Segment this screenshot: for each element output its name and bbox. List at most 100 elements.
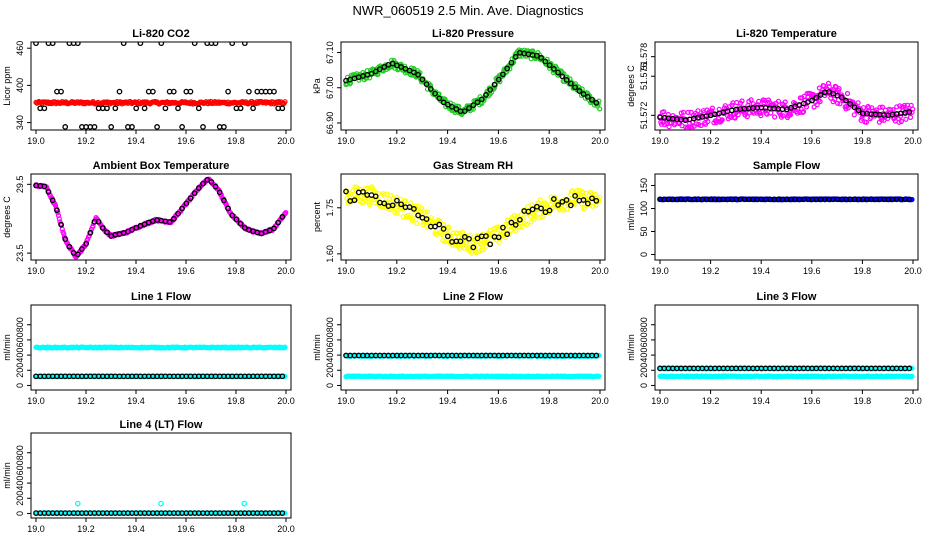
y-tick-label: 600 xyxy=(15,460,25,475)
panel-3: Li-820 Temperature degrees C51.572 51.5765… xyxy=(626,28,922,146)
data-point xyxy=(831,96,838,103)
data-point xyxy=(550,66,557,72)
data-point xyxy=(596,373,602,379)
series-2-5-min-ave xyxy=(657,196,913,203)
data-point xyxy=(381,64,388,70)
data-point xyxy=(372,68,379,75)
data-point xyxy=(771,114,778,120)
data-point xyxy=(424,209,431,215)
x-tick-label: 19.8 xyxy=(854,136,872,146)
y-axis-label: degrees C xyxy=(626,65,636,107)
y-tick-label: 51.572 xyxy=(639,102,649,130)
data-point xyxy=(440,99,447,106)
data-point xyxy=(859,115,865,121)
x-tick-label: 19.4 xyxy=(127,266,145,276)
x-tick-label: 20.0 xyxy=(277,136,295,146)
data-point xyxy=(495,234,502,241)
data-point xyxy=(500,71,506,78)
data-points xyxy=(343,47,603,118)
data-point xyxy=(87,229,94,236)
data-point xyxy=(597,194,603,200)
data-point xyxy=(394,197,400,204)
y-tick-label: 400 xyxy=(325,348,335,363)
data-point xyxy=(271,88,277,95)
y-tick-label: 200 xyxy=(15,363,25,378)
data-point xyxy=(525,208,532,215)
data-point xyxy=(550,205,556,211)
y-tick-label: 340 xyxy=(15,115,25,130)
data-point xyxy=(66,243,73,250)
data-point xyxy=(709,105,716,111)
data-point xyxy=(237,105,244,112)
x-tick-label: 19.2 xyxy=(388,396,406,406)
figure-title: NWR_060519 2.5 Min. Ave. Diagnostics xyxy=(353,3,584,18)
y-tick-label: 1.60 xyxy=(325,245,335,263)
data-point xyxy=(561,207,567,213)
plot-frame xyxy=(30,432,292,519)
data-point xyxy=(208,179,215,185)
data-point xyxy=(200,124,206,130)
data-point xyxy=(495,76,502,83)
data-point xyxy=(909,196,915,203)
x-tick-label: 20.0 xyxy=(277,396,295,406)
data-point xyxy=(398,201,404,208)
y-tick-label: 0 xyxy=(15,383,25,388)
data-point xyxy=(909,109,915,116)
x-tick-label: 19.6 xyxy=(177,136,195,146)
data-point xyxy=(99,225,106,231)
data-point xyxy=(567,202,574,209)
data-point xyxy=(564,206,570,212)
data-point xyxy=(837,101,843,107)
x-tick-label: 19.0 xyxy=(651,266,669,276)
data-point xyxy=(354,184,360,190)
data-point xyxy=(589,195,595,202)
data-point xyxy=(440,226,447,232)
data-point xyxy=(470,244,477,251)
x-tick-label: 20.0 xyxy=(277,266,295,276)
x-tick-label: 19.6 xyxy=(490,266,508,276)
y-axis-label: Licor ppm xyxy=(2,66,12,106)
data-point xyxy=(216,189,223,196)
data-point xyxy=(120,42,127,47)
x-tick-label: 19.6 xyxy=(177,524,195,534)
data-point xyxy=(212,42,219,47)
data-point xyxy=(150,88,156,95)
data-point xyxy=(170,88,177,95)
x-tick-label: 20.0 xyxy=(904,136,922,146)
data-point xyxy=(162,105,169,112)
data-point xyxy=(351,191,357,197)
data-point xyxy=(775,98,782,104)
data-point xyxy=(567,80,574,87)
y-tick-label: 800 xyxy=(325,317,335,332)
plot-frame xyxy=(340,41,606,131)
panel-6: Sample Flow ml/min 0 50 100 150 19.0 19.2 19.4 19… xyxy=(626,160,922,276)
x-tick-label: 19.4 xyxy=(752,136,770,146)
data-point xyxy=(116,88,123,95)
data-point xyxy=(410,216,416,222)
data-point xyxy=(695,108,701,114)
data-point xyxy=(508,219,515,226)
y-axis-label: ml/min xyxy=(2,334,12,361)
data-point xyxy=(851,104,858,111)
data-point xyxy=(504,231,511,238)
data-point xyxy=(513,228,519,234)
data-point xyxy=(423,81,430,88)
data-point xyxy=(814,101,820,108)
series-2-5-min-ave xyxy=(343,49,600,115)
data-point xyxy=(817,92,824,98)
data-point xyxy=(903,116,909,122)
data-point xyxy=(104,229,110,236)
data-point xyxy=(74,500,81,507)
data-point xyxy=(800,108,807,115)
data-point xyxy=(402,198,408,204)
data-point xyxy=(504,69,510,75)
data-point xyxy=(572,193,578,199)
data-point xyxy=(133,105,140,112)
data-point xyxy=(283,210,289,216)
data-point xyxy=(56,216,62,222)
data-point xyxy=(282,510,288,516)
y-tick-label: 200 xyxy=(15,491,25,506)
data-point xyxy=(555,202,561,208)
data-point xyxy=(418,205,424,211)
y-tick-label: 29.5 xyxy=(15,176,25,194)
